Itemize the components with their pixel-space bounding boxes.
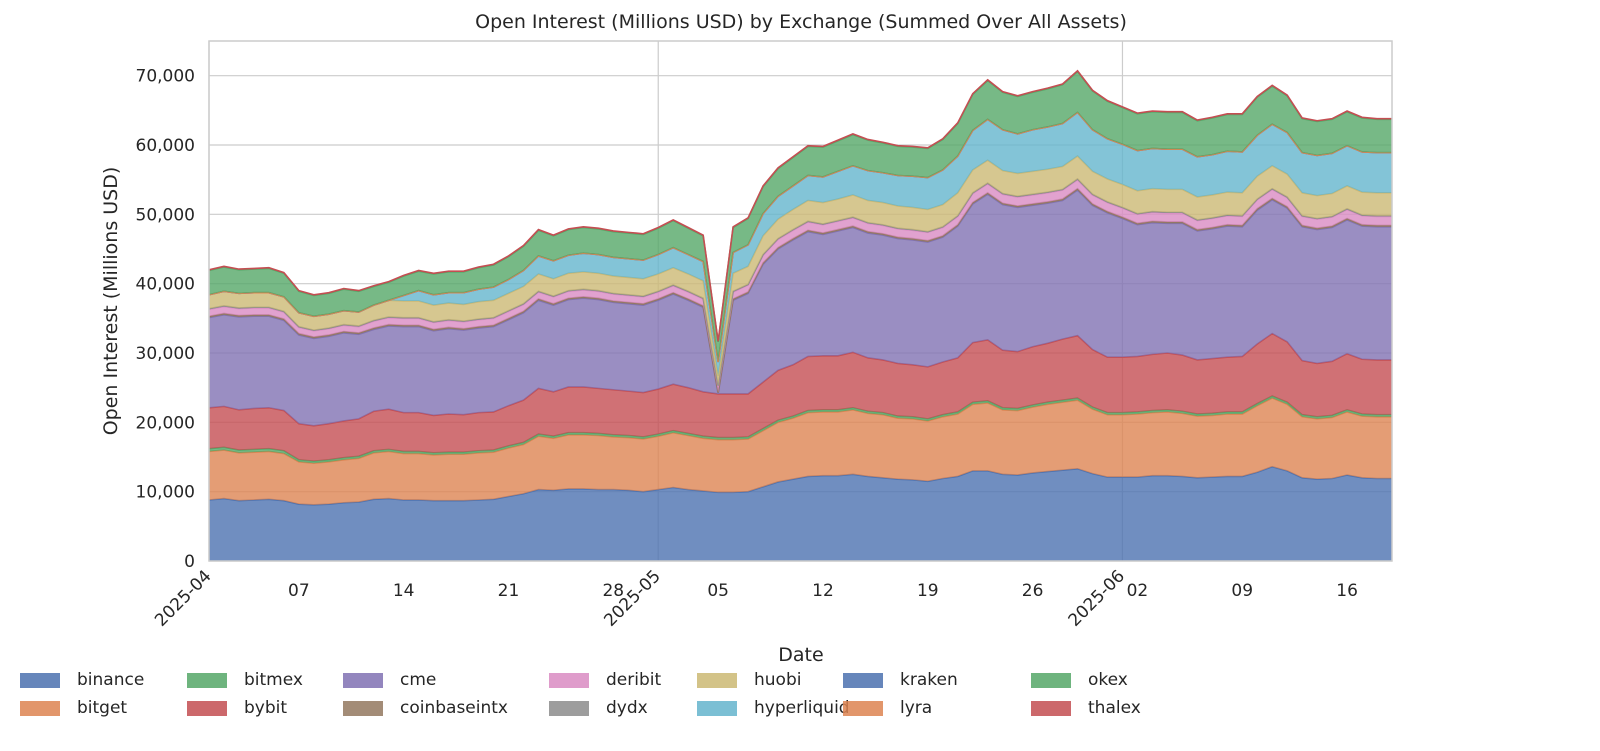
y-axis-label: Open Interest (Millions USD)	[100, 167, 122, 436]
area-bitget	[209, 398, 1392, 505]
legend-item-dydx: dydx	[549, 696, 648, 720]
legend-swatch	[1031, 700, 1071, 716]
area-huobi	[209, 156, 1392, 386]
x-tick-label: 2025-04	[151, 566, 215, 630]
legend-label: deribit	[606, 670, 662, 690]
x-axis-label: Date	[778, 644, 823, 665]
legend-label: okex	[1088, 670, 1128, 690]
legend-swatch	[187, 672, 227, 688]
x-tick-label: 26	[1022, 581, 1044, 601]
x-tick-label: 16	[1336, 581, 1358, 601]
legend-item-bitget: bitget	[20, 696, 127, 720]
legend-item-deribit: deribit	[549, 668, 661, 692]
y-tick-label: 20,000	[136, 413, 195, 433]
legend-swatch	[343, 672, 383, 688]
legend-swatch	[697, 672, 737, 688]
legend-label: coinbaseintx	[400, 698, 508, 718]
legend-label: thalex	[1088, 698, 1141, 718]
x-tick-label: 07	[288, 581, 310, 601]
legend-swatch	[1031, 672, 1071, 688]
x-tick-label: 14	[393, 581, 415, 601]
open-interest-chart: Open Interest (Millions USD) by Exchange…	[100, 11, 1393, 665]
stacked-areas	[208, 69, 1392, 561]
x-tick-label: 21	[498, 581, 520, 601]
legend-item-kraken: kraken	[843, 668, 958, 692]
legend-label: cme	[400, 670, 437, 690]
legend-label: bybit	[244, 698, 288, 718]
legend-swatch	[20, 672, 60, 688]
legend-item-hyperliquid: hyperliquid	[697, 696, 850, 720]
legend: binance bitget bitmex bybit cme coinbaseintx d…	[0, 668, 1600, 748]
legend-item-bitmex: bitmex	[187, 668, 303, 692]
plot-border	[208, 40, 1393, 562]
legend-label: lyra	[900, 698, 933, 718]
legend-swatch	[697, 700, 737, 716]
area-edge-thalex	[208, 69, 1392, 342]
chart-title: Open Interest (Millions USD) by Exchange…	[475, 11, 1127, 33]
y-tick-label: 70,000	[136, 67, 195, 87]
legend-label: hyperliquid	[754, 698, 850, 718]
y-tick-label: 50,000	[136, 205, 195, 225]
legend-item-cme: cme	[343, 668, 436, 692]
legend-item-bybit: bybit	[187, 696, 287, 720]
y-tick-label: 40,000	[136, 275, 195, 295]
legend-item-coinbaseintx: coinbaseintx	[343, 696, 508, 720]
y-tick-label: 30,000	[136, 344, 195, 364]
legend-label: binance	[77, 670, 145, 690]
x-tick-label: 02	[1127, 581, 1149, 601]
legend-swatch	[187, 700, 227, 716]
area-cme	[209, 190, 1392, 426]
y-axis-ticks: 0 10,000 20,000 30,000 40,000 50,000 60,000 70,…	[136, 67, 195, 572]
area-hyperliquid	[209, 112, 1392, 376]
legend-label: bitmex	[244, 670, 303, 690]
area-bybit	[209, 333, 1392, 462]
x-tick-label: 2025-06	[1065, 566, 1129, 630]
legend-swatch	[549, 700, 589, 716]
legend-item-thalex: thalex	[1031, 696, 1141, 720]
y-tick-label: 10,000	[136, 483, 195, 503]
area-okex	[209, 71, 1392, 363]
legend-label: kraken	[900, 670, 958, 690]
legend-item-lyra: lyra	[843, 696, 932, 720]
x-tick-label: 12	[812, 581, 834, 601]
legend-label: huobi	[754, 670, 802, 690]
x-tick-label: 19	[917, 581, 939, 601]
legend-swatch	[20, 700, 60, 716]
legend-item-huobi: huobi	[697, 668, 801, 692]
x-tick-label: 05	[707, 581, 729, 601]
legend-swatch	[549, 672, 589, 688]
legend-item-okex: okex	[1031, 668, 1128, 692]
legend-label: dydx	[606, 698, 648, 718]
legend-swatch	[843, 672, 883, 688]
x-tick-label: 28	[602, 581, 624, 601]
y-tick-label: 60,000	[136, 136, 195, 156]
legend-swatch	[343, 700, 383, 716]
x-tick-label: 09	[1231, 581, 1253, 601]
y-tick-label: 0	[184, 552, 195, 572]
legend-label: bitget	[77, 698, 128, 718]
area-binance	[209, 466, 1392, 561]
legend-swatch	[843, 700, 883, 716]
legend-item-binance: binance	[20, 668, 144, 692]
